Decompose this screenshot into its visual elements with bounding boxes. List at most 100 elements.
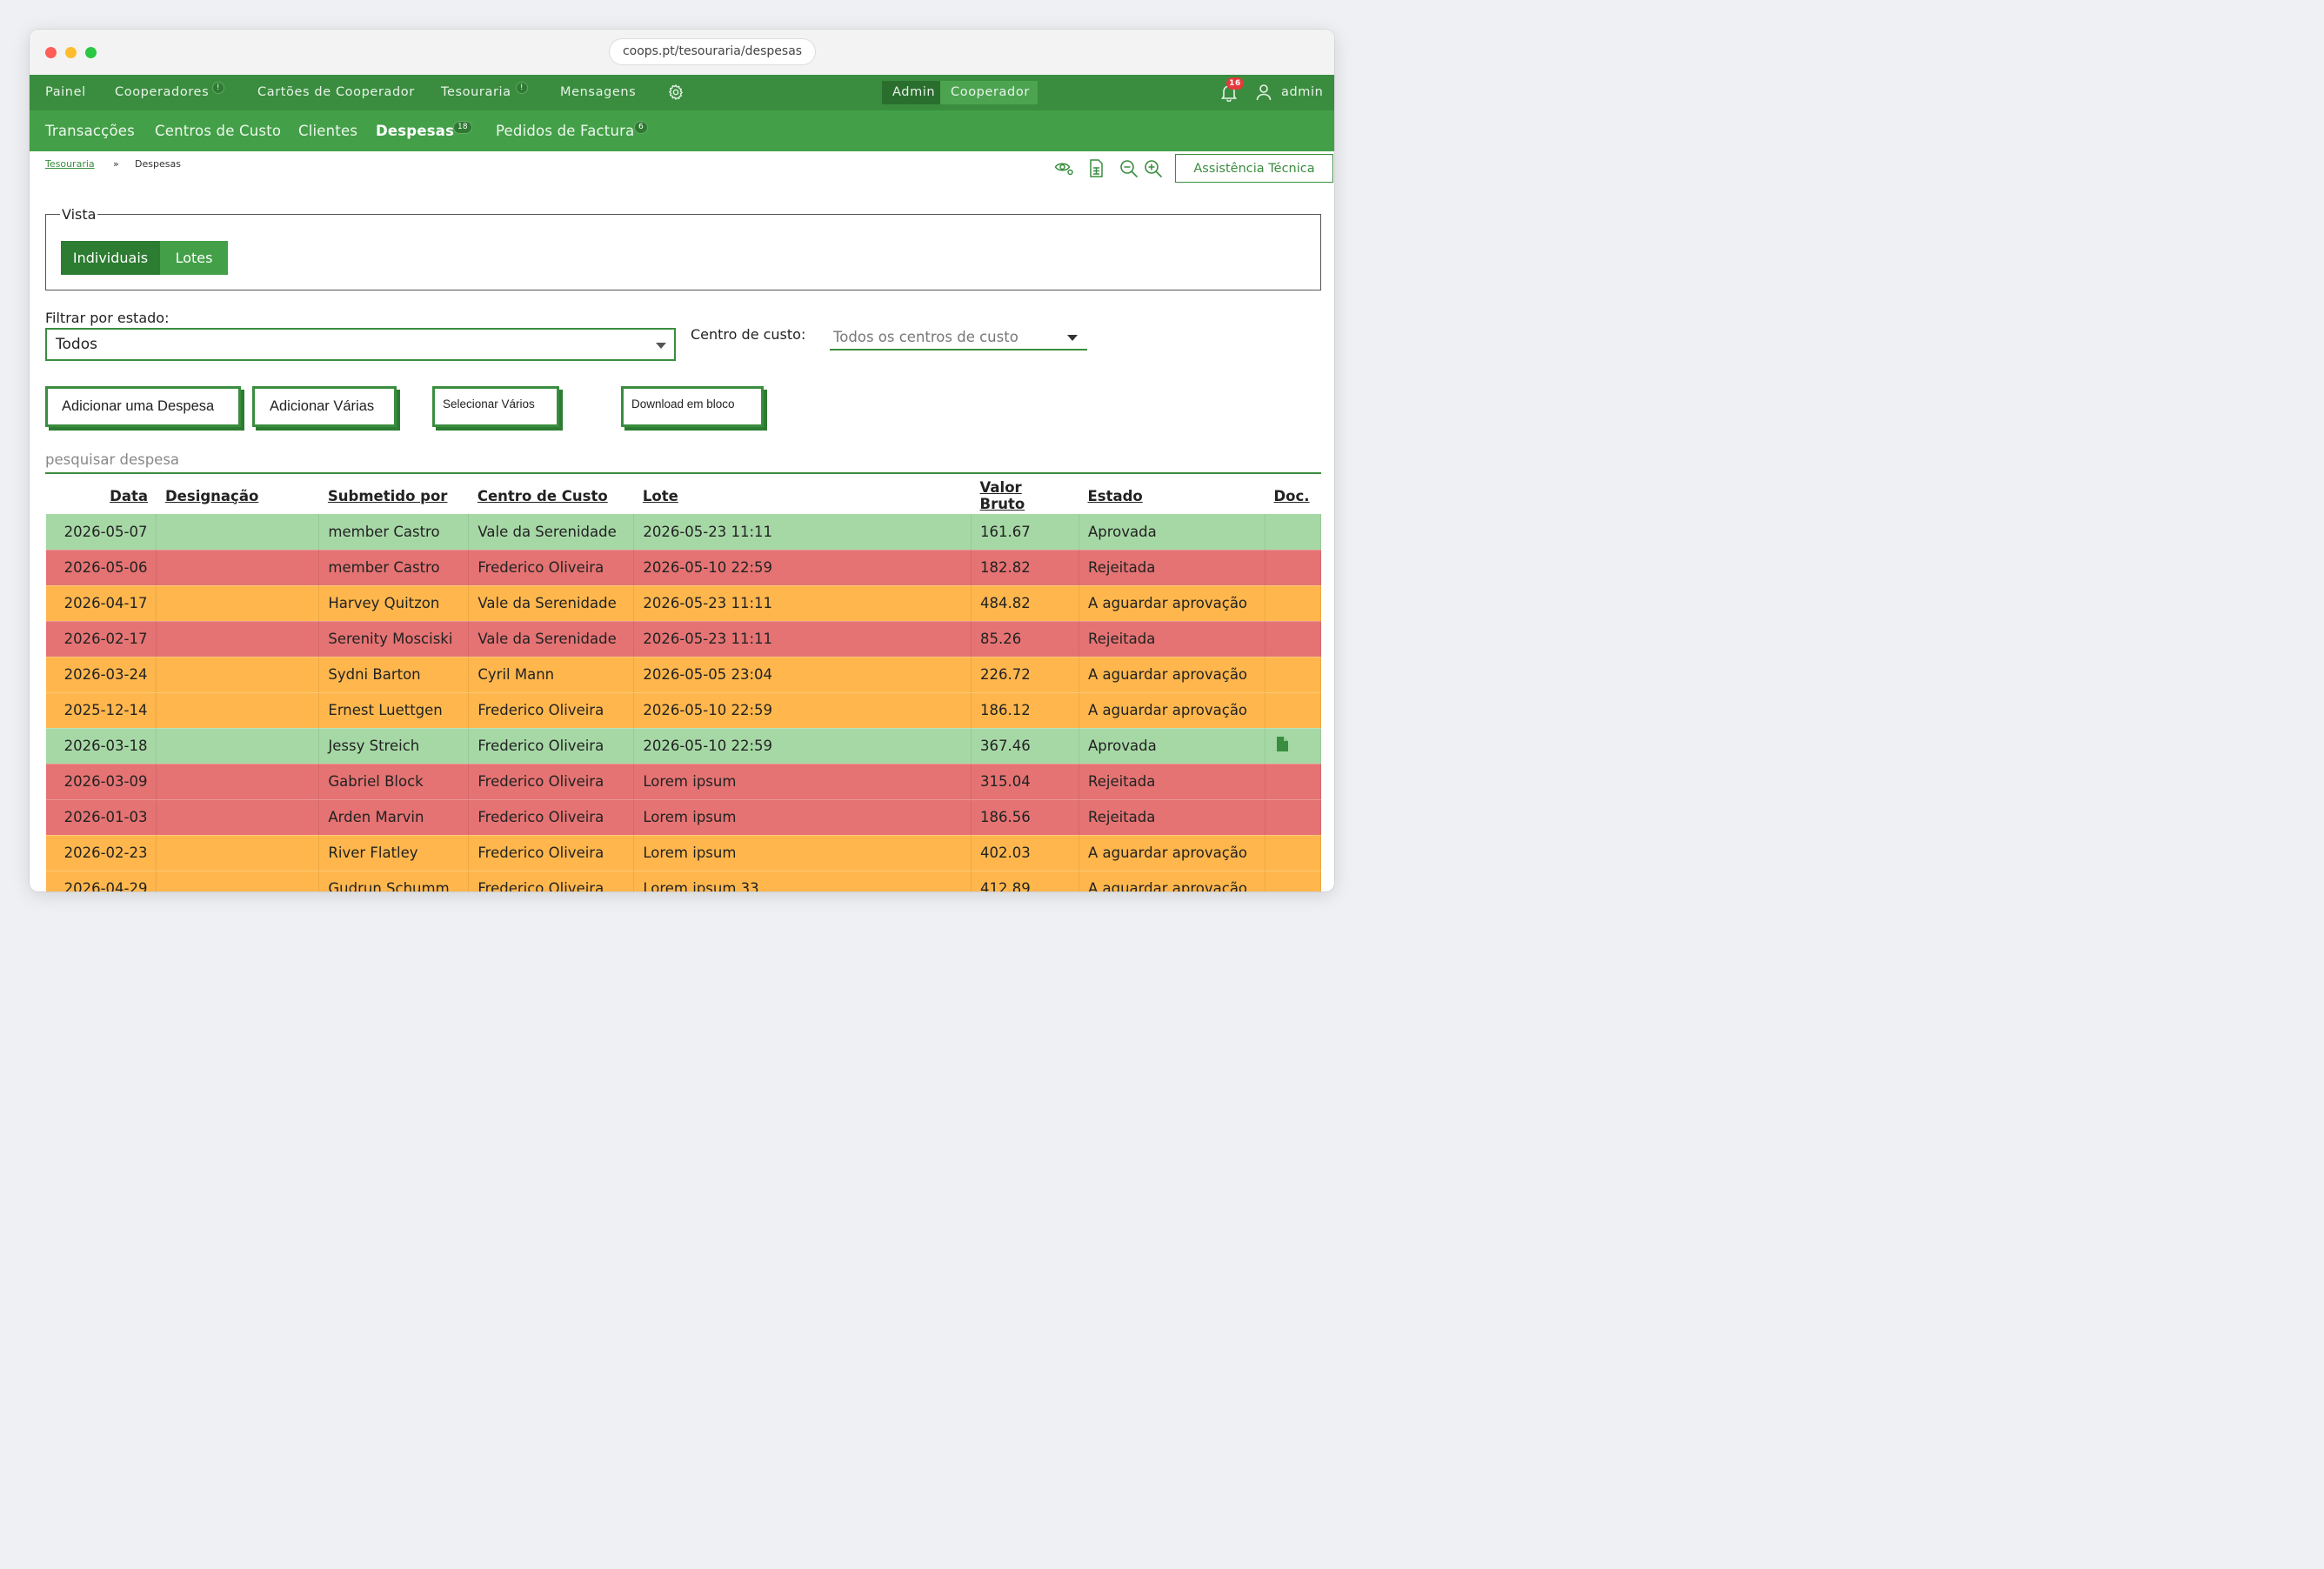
table-row[interactable]: 2026-03-18 Jessy Streich Frederico Oliveir…: [46, 728, 1322, 764]
pedidos-count-badge: 6: [634, 121, 648, 134]
tab-transaccoes[interactable]: Transacções: [45, 123, 135, 139]
eye-settings-icon[interactable]: [1054, 159, 1075, 180]
cell-designacao: [156, 585, 320, 622]
address-bar[interactable]: coops.pt/tesouraria/despesas: [609, 38, 816, 65]
col-header-data[interactable]: Data: [110, 487, 148, 504]
tab-despesas[interactable]: Despesas: [376, 123, 455, 139]
nav-alert-badge: !: [516, 82, 528, 94]
table-row[interactable]: 2025-12-14 Ernest Luettgen Frederico Olive…: [46, 692, 1322, 729]
cell-designacao: [156, 692, 320, 729]
cell-lote: 2026-05-23 11:11: [633, 621, 972, 658]
minimize-window-button[interactable]: [65, 47, 77, 58]
expenses-table: Data Designação Submetido por Centro de …: [46, 477, 1322, 891]
secondary-nav: Transacções Centros de Custo Clientes De…: [30, 110, 1334, 151]
cell-centro: Cyril Mann: [468, 657, 635, 693]
cell-submetido: member Castro: [318, 550, 470, 586]
nav-item-painel[interactable]: Painel: [45, 85, 86, 99]
table-row[interactable]: 2026-02-23 River Flatley Frederico Oliveir…: [46, 835, 1322, 871]
nav-item-mensagens[interactable]: Mensagens: [560, 85, 637, 99]
assistencia-tecnica-button[interactable]: Assistência Técnica: [1175, 154, 1333, 183]
cell-lote: 2026-05-05 23:04: [633, 657, 972, 693]
maximize-window-button[interactable]: [85, 47, 97, 58]
cell-centro: Frederico Oliveira: [468, 799, 635, 836]
table-row[interactable]: 2026-01-03 Arden Marvin Frederico Oliveira…: [46, 799, 1322, 836]
col-header-valor[interactable]: Valor Bruto: [979, 479, 1025, 512]
table-row[interactable]: 2026-02-17 Serenity Mosciski Vale da Seren…: [46, 621, 1322, 658]
estado-filter-select[interactable]: Todos: [45, 328, 676, 361]
table-row[interactable]: 2026-03-24 Sydni Barton Cyril Mann 2026-05-…: [46, 657, 1322, 693]
cell-submetido: Serenity Mosciski: [318, 621, 470, 658]
centro-custo-select[interactable]: Todos os centros de custo: [830, 326, 1087, 351]
cell-centro: Frederico Oliveira: [468, 835, 635, 871]
col-header-submetido[interactable]: Submetido por: [327, 487, 448, 504]
tab-pedidos-de-factura[interactable]: Pedidos de Factura: [496, 123, 635, 139]
add-expense-button[interactable]: Adicionar uma Despesa: [45, 386, 241, 427]
zoom-in-icon[interactable]: [1144, 159, 1163, 182]
col-header-designacao[interactable]: Designação: [164, 487, 259, 504]
breadcrumb-separator: »: [113, 158, 119, 170]
gear-icon[interactable]: [667, 83, 685, 104]
vista-individuais-button[interactable]: Individuais: [61, 241, 160, 275]
cell-valor: 402.03: [971, 835, 1079, 871]
tab-centros-de-custo[interactable]: Centros de Custo: [155, 123, 282, 139]
user-icon[interactable]: [1256, 83, 1272, 104]
col-header-estado[interactable]: Estado: [1087, 487, 1143, 504]
cell-doc: [1265, 585, 1322, 622]
cell-submetido: Arden Marvin: [318, 799, 470, 836]
col-header-doc[interactable]: Doc.: [1273, 487, 1310, 504]
bulk-download-button[interactable]: Download em bloco: [621, 386, 764, 427]
select-many-button[interactable]: Selecionar Vários: [432, 386, 559, 427]
cell-data: 2026-01-03: [46, 799, 157, 836]
cell-doc: [1265, 835, 1322, 871]
cell-estado: Aprovada: [1079, 728, 1266, 764]
cell-data: 2026-04-17: [46, 585, 157, 622]
cell-centro: Frederico Oliveira: [468, 550, 635, 586]
role-admin-toggle[interactable]: Admin: [882, 81, 940, 104]
cell-centro: Frederico Oliveira: [468, 871, 635, 891]
centro-custo-value: Todos os centros de custo: [833, 329, 1018, 345]
cell-estado: A aguardar aprovação: [1079, 657, 1266, 693]
table-row[interactable]: 2026-04-29 Gudrun Schumm Frederico Oliveir…: [46, 871, 1322, 891]
cell-data: 2026-02-23: [46, 835, 157, 871]
zoom-out-icon[interactable]: [1119, 159, 1139, 182]
cell-designacao: [156, 835, 320, 871]
spreadsheet-icon[interactable]: [1089, 159, 1104, 181]
cell-valor: 484.82: [971, 585, 1079, 622]
close-window-button[interactable]: [45, 47, 57, 58]
search-input[interactable]: pesquisar despesa: [45, 452, 1321, 474]
cell-data: 2026-05-07: [46, 514, 157, 551]
cell-estado: Rejeitada: [1079, 799, 1266, 836]
cell-data: 2026-05-06: [46, 550, 157, 586]
cell-lote: Lorem ipsum 33: [633, 871, 972, 891]
table-row[interactable]: 2026-03-09 Gabriel Block Frederico Oliveir…: [46, 764, 1322, 800]
document-icon[interactable]: [1276, 737, 1288, 755]
table-row[interactable]: 2026-04-17 Harvey Quitzon Vale da Serenida…: [46, 585, 1322, 622]
cell-doc: [1265, 871, 1322, 891]
cell-doc: [1265, 621, 1322, 658]
cell-lote: Lorem ipsum: [633, 799, 972, 836]
chevron-down-icon: [656, 343, 666, 349]
cell-valor: 186.56: [971, 799, 1079, 836]
cell-doc: [1265, 764, 1322, 800]
col-header-lote[interactable]: Lote: [642, 487, 678, 504]
cell-valor: 226.72: [971, 657, 1079, 693]
cell-designacao: [156, 550, 320, 586]
add-many-button[interactable]: Adicionar Várias: [252, 386, 397, 427]
cell-submetido: River Flatley: [318, 835, 470, 871]
tab-clientes[interactable]: Clientes: [298, 123, 358, 139]
nav-item-tesouraria[interactable]: Tesouraria: [441, 85, 511, 99]
cell-submetido: member Castro: [318, 514, 470, 551]
breadcrumb-tesouraria[interactable]: Tesouraria: [45, 158, 95, 170]
table-row[interactable]: 2026-05-06 member Castro Frederico Oliveir…: [46, 550, 1322, 586]
cell-doc: [1265, 799, 1322, 836]
vista-lotes-button[interactable]: Lotes: [160, 241, 228, 275]
cell-lote: Lorem ipsum: [633, 835, 972, 871]
col-header-centro[interactable]: Centro de Custo: [477, 487, 608, 504]
table-row[interactable]: 2026-05-07 member Castro Vale da Serenidad…: [46, 514, 1322, 551]
user-menu[interactable]: admin: [1281, 85, 1324, 99]
browser-window: coops.pt/tesouraria/despesas Painel Coop…: [30, 30, 1334, 891]
nav-item-cooperadores[interactable]: Cooperadores: [115, 85, 210, 99]
role-cooperador-toggle[interactable]: Cooperador: [940, 81, 1038, 104]
cell-data: 2026-02-17: [46, 621, 157, 658]
nav-item-cartoes[interactable]: Cartões de Cooperador: [257, 85, 415, 99]
